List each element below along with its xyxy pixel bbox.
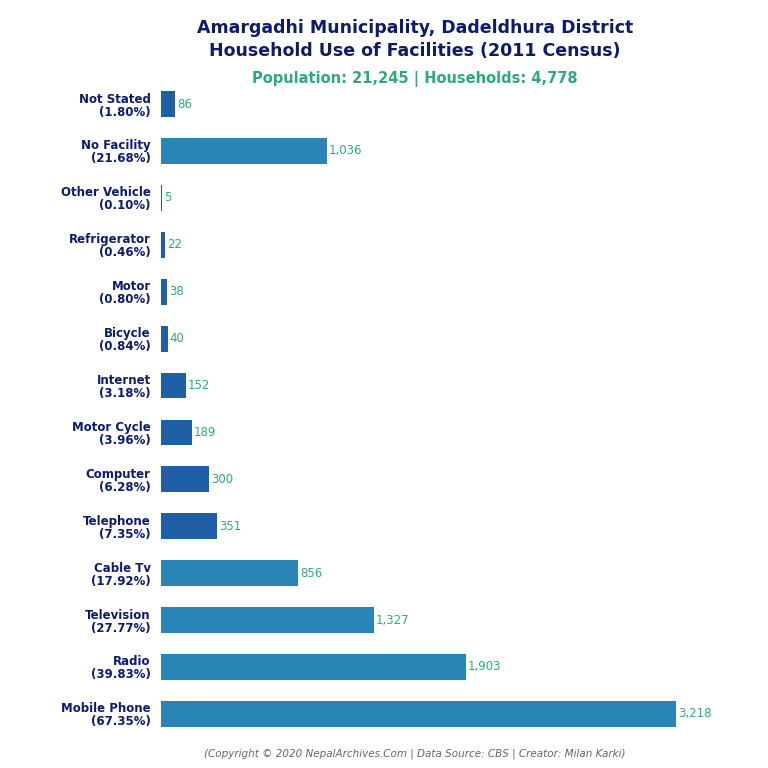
Bar [161,466,209,492]
Text: 40: 40 [170,332,184,345]
Bar [161,138,327,164]
Text: Amargadhi Municipality, Dadeldhura District: Amargadhi Municipality, Dadeldhura Distr… [197,19,633,37]
Text: 5: 5 [164,191,171,204]
Text: 189: 189 [194,426,216,439]
Bar [161,701,676,727]
Text: 856: 856 [300,567,323,580]
Bar [161,419,191,445]
Text: 351: 351 [220,520,242,533]
Bar [161,232,165,258]
Text: 300: 300 [211,473,233,486]
Text: 86: 86 [177,98,192,111]
Text: Population: 21,245 | Households: 4,778: Population: 21,245 | Households: 4,778 [252,71,578,87]
Bar [161,560,298,586]
Bar [161,654,465,680]
Text: (Copyright © 2020 NepalArchives.Com | Data Source: CBS | Creator: Milan Karki): (Copyright © 2020 NepalArchives.Com | Da… [204,748,625,759]
Bar [161,372,186,399]
Bar [161,326,167,352]
Bar [161,607,373,633]
Text: 152: 152 [187,379,210,392]
Bar [161,185,162,210]
Text: 1,903: 1,903 [468,660,502,674]
Text: 3,218: 3,218 [678,707,712,720]
Text: 38: 38 [169,285,184,298]
Bar [161,513,217,539]
Text: 1,327: 1,327 [376,614,409,627]
Text: Household Use of Facilities (2011 Census): Household Use of Facilities (2011 Census… [209,42,621,60]
Text: 1,036: 1,036 [329,144,362,157]
Bar [161,91,175,117]
Bar [161,279,167,305]
Text: 22: 22 [167,238,182,251]
